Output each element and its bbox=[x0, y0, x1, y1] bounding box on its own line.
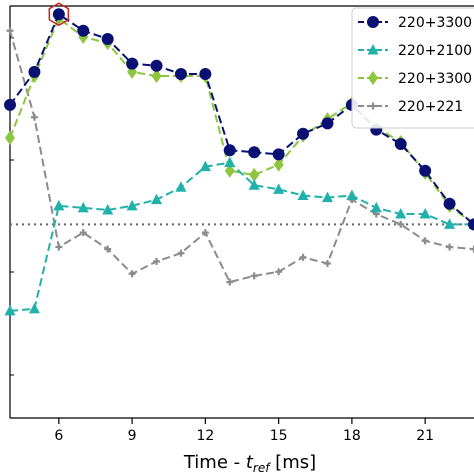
legend-marker bbox=[369, 102, 377, 110]
highlight-hexagon bbox=[48, 2, 70, 27]
series-1-point bbox=[444, 218, 456, 229]
series-3-point bbox=[177, 249, 185, 257]
legend-marker bbox=[367, 44, 379, 55]
series-0-point bbox=[248, 146, 261, 159]
series-0-point bbox=[101, 32, 114, 45]
series-0-point bbox=[150, 59, 163, 72]
series-0-point bbox=[77, 24, 90, 37]
series-3-point bbox=[226, 278, 234, 286]
series-0-point bbox=[468, 218, 474, 231]
legend-box bbox=[351, 7, 474, 129]
series-0-point bbox=[126, 57, 139, 70]
series-1-point bbox=[297, 189, 309, 201]
series-0-point bbox=[443, 197, 456, 210]
x-tick-label: 15 bbox=[270, 428, 288, 444]
series-1-point bbox=[4, 304, 16, 316]
x-tick-label: 21 bbox=[416, 428, 434, 444]
series-1-point bbox=[126, 199, 138, 211]
legend-label: 220+3300 bbox=[398, 71, 472, 87]
series-1-point bbox=[370, 201, 382, 213]
series-3-point bbox=[470, 245, 474, 253]
series-0-point bbox=[297, 127, 310, 140]
series-2-point bbox=[249, 167, 260, 182]
series-2-point bbox=[273, 157, 284, 172]
series-3-point bbox=[6, 27, 14, 35]
series-1-point bbox=[346, 189, 358, 201]
series-2-point bbox=[224, 163, 235, 178]
series-2-point bbox=[151, 69, 162, 84]
legend-marker bbox=[367, 16, 379, 28]
series-3-point bbox=[421, 237, 429, 245]
series-1-point bbox=[53, 199, 65, 211]
series-0-point bbox=[52, 8, 65, 21]
series-0-point bbox=[174, 67, 187, 80]
legend: 220+3300 220+2100 220+3300 220+221 bbox=[351, 7, 474, 129]
series-0-point bbox=[272, 148, 285, 161]
series-3-point bbox=[30, 113, 38, 121]
series-0-point bbox=[419, 164, 432, 177]
series-1-point bbox=[419, 208, 431, 219]
series-3-point bbox=[299, 253, 307, 261]
series-3-point bbox=[153, 257, 161, 265]
x-tick-label: 6 bbox=[54, 428, 63, 444]
series-3-point bbox=[275, 268, 283, 276]
series-1-point bbox=[151, 193, 163, 205]
x-tick-label: 12 bbox=[196, 428, 214, 444]
series-3-point bbox=[397, 220, 405, 228]
series-line-3 bbox=[9, 30, 474, 284]
x-tick-label: 9 bbox=[128, 428, 137, 444]
series-0-point bbox=[28, 65, 41, 78]
series-3-point bbox=[104, 245, 112, 253]
series-3-point bbox=[128, 270, 136, 278]
plot-area: 6 9 12 15 18 21 bbox=[4, 2, 474, 444]
series-0-point bbox=[199, 67, 212, 80]
series-3-point bbox=[323, 260, 331, 267]
series-1-point bbox=[28, 302, 40, 314]
series-0-point bbox=[394, 138, 407, 151]
series-3-point bbox=[55, 243, 63, 251]
series-1-point bbox=[102, 203, 114, 215]
series-1-point bbox=[199, 160, 211, 172]
series-0-point bbox=[223, 144, 236, 157]
series-1-point bbox=[248, 179, 260, 190]
series-2-point bbox=[5, 130, 15, 145]
series-3-point bbox=[446, 243, 454, 251]
series-1-point bbox=[77, 201, 89, 213]
series-1-point bbox=[175, 181, 187, 192]
series-1-point bbox=[224, 156, 236, 168]
series-1-point bbox=[395, 208, 407, 219]
x-axis-title: Time - tref [ms] bbox=[183, 452, 316, 474]
series-1-point bbox=[321, 191, 333, 203]
series-1-point bbox=[273, 183, 285, 194]
legend-marker bbox=[368, 71, 378, 85]
series-0-point bbox=[321, 117, 334, 130]
x-tick-label: 18 bbox=[343, 428, 361, 444]
series-line-1 bbox=[9, 161, 474, 312]
legend-label: 220+221 bbox=[398, 99, 463, 115]
series-0-point bbox=[4, 98, 16, 111]
series-3-point bbox=[250, 272, 258, 280]
series-3-point bbox=[79, 229, 87, 237]
legend-label: 220+2100 bbox=[398, 43, 472, 59]
series-3-point bbox=[201, 229, 209, 237]
legend-label: 220+3300 bbox=[398, 15, 472, 31]
